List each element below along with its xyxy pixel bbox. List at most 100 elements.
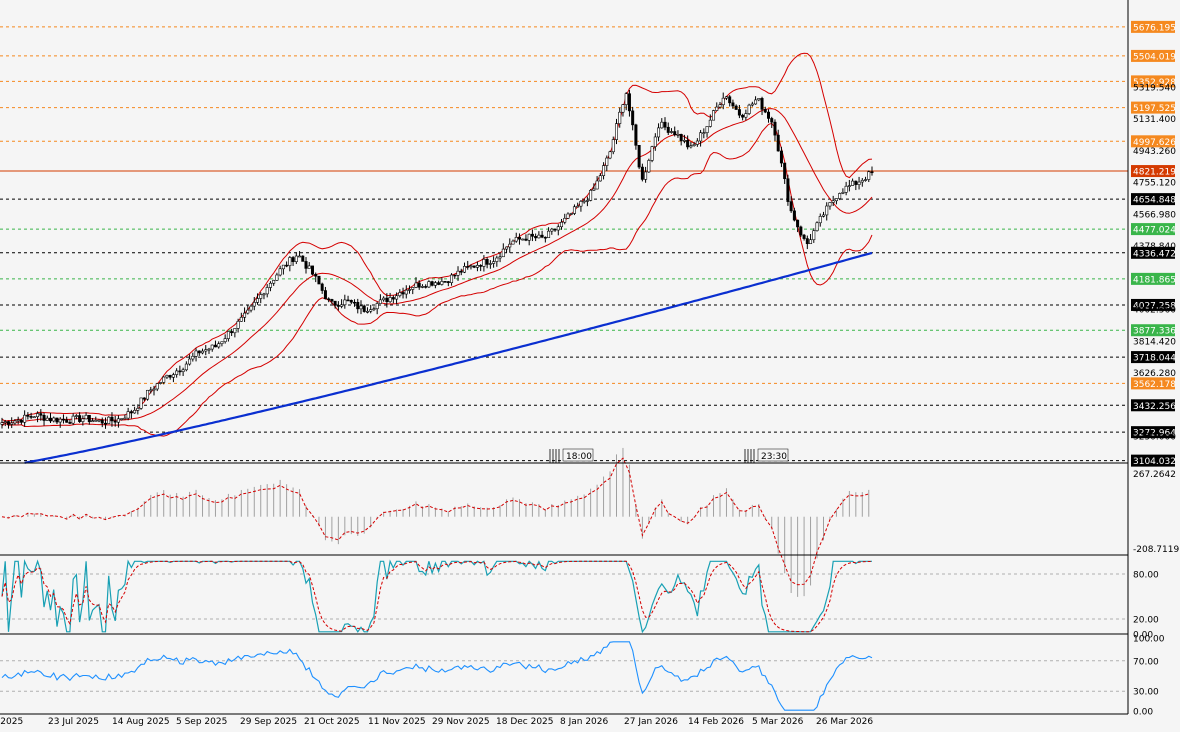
candle-body [323,290,327,300]
candle-body [508,243,512,248]
candle-body [689,145,693,148]
candle-body [498,256,502,259]
candle-body [699,132,703,142]
candle-body [236,320,240,329]
candle-body [36,413,40,418]
candle-body [317,275,321,285]
time-tick-7: 29 Nov 2025 [432,717,490,727]
candle-body [262,293,266,296]
candle-body [256,298,260,303]
level-tag-label-15: 3272.964 [1133,429,1176,439]
candle-body [589,189,593,201]
candle-body [854,180,858,185]
time-tick-10: 27 Jan 2026 [624,717,678,727]
level-tag-11 [1131,324,1175,337]
candle-body [356,302,360,310]
candle-body [68,422,72,424]
candle-body [158,382,162,384]
candle-body [440,281,444,285]
time-tick-1: 23 Jul 2025 [48,717,99,727]
candle-body [553,228,557,231]
level-tag-label-1: 5504.019 [1133,52,1176,62]
candle-body [750,103,754,106]
candle-body [815,222,819,232]
candle-body [259,294,263,299]
candle-body [168,375,172,378]
candle-body [365,310,369,313]
level-tag-12 [1131,351,1175,364]
candle-body [663,121,667,128]
candle-body [10,422,14,425]
candle-body [686,140,690,148]
candle-body [213,344,217,348]
candle-body [812,230,816,241]
price-tick-17: 4002.560 [1133,306,1176,316]
candle-body [336,304,340,307]
stoch-tick-1: 20.00 [1133,616,1159,626]
level-tag-label-5: 4821.219 [1133,168,1176,178]
candle-body [831,200,835,203]
candle-body [146,389,150,400]
candle-body [84,414,88,420]
candle-body [847,185,851,187]
candle-body [446,281,450,283]
rsi-tick-3: 0.00 [1133,708,1153,718]
candle-body [521,238,525,241]
candle-body [579,201,583,207]
candle-body [857,181,861,185]
candle-body [71,415,75,424]
candle-body [239,316,243,322]
candle-body [841,192,845,194]
candle-body [851,180,855,186]
candle-body [779,150,783,164]
candle-body [572,206,576,214]
candle-body [382,297,386,301]
price-tick-25: 3250.000 [1133,433,1176,443]
marker-box-0 [562,448,594,462]
candle-body [479,265,483,267]
candle-body [97,419,101,422]
candle-body [673,131,677,136]
candle-body [669,131,673,133]
candle-body [333,300,337,306]
candle-body [123,417,127,420]
rsi-tick-0: 100.00 [1133,635,1165,645]
candle-body [537,234,541,239]
candle-body [744,113,748,118]
candle-body [42,414,46,421]
candle-body [647,160,651,173]
level-tag-5 [1131,165,1175,178]
candle-body [728,96,732,104]
time-tick-4: 29 Sep 2025 [240,717,297,727]
rsi-panel [0,641,1128,711]
candle-body [660,121,664,129]
time-tick-0: 2 Jul 2025 [0,717,23,727]
bollinger-middle [1,108,873,424]
candle-body [805,238,809,245]
candle-body [488,263,492,265]
candle-body [799,226,803,236]
candle-body [220,341,224,345]
macd-tick-bottom: -208.7119 [1133,545,1179,555]
candle-body [560,221,564,228]
candle-body [754,99,758,105]
candle-body [838,193,842,199]
candle-body [201,350,205,354]
candle-body [346,299,350,302]
candle-body [621,104,625,113]
candle-body [770,118,774,123]
candle-body [184,363,188,371]
candle-body [94,420,98,422]
candle-body [809,239,813,245]
candle-body [304,261,308,269]
candle-body [644,171,648,180]
candle-body [834,198,838,202]
candle-body [472,265,476,268]
price-tick-19: 3814.420 [1133,337,1176,347]
candle-body [252,302,256,307]
candle-body [372,308,376,311]
level-tag-0 [1131,20,1175,33]
candle-body [19,419,23,423]
candle-body [162,376,166,383]
